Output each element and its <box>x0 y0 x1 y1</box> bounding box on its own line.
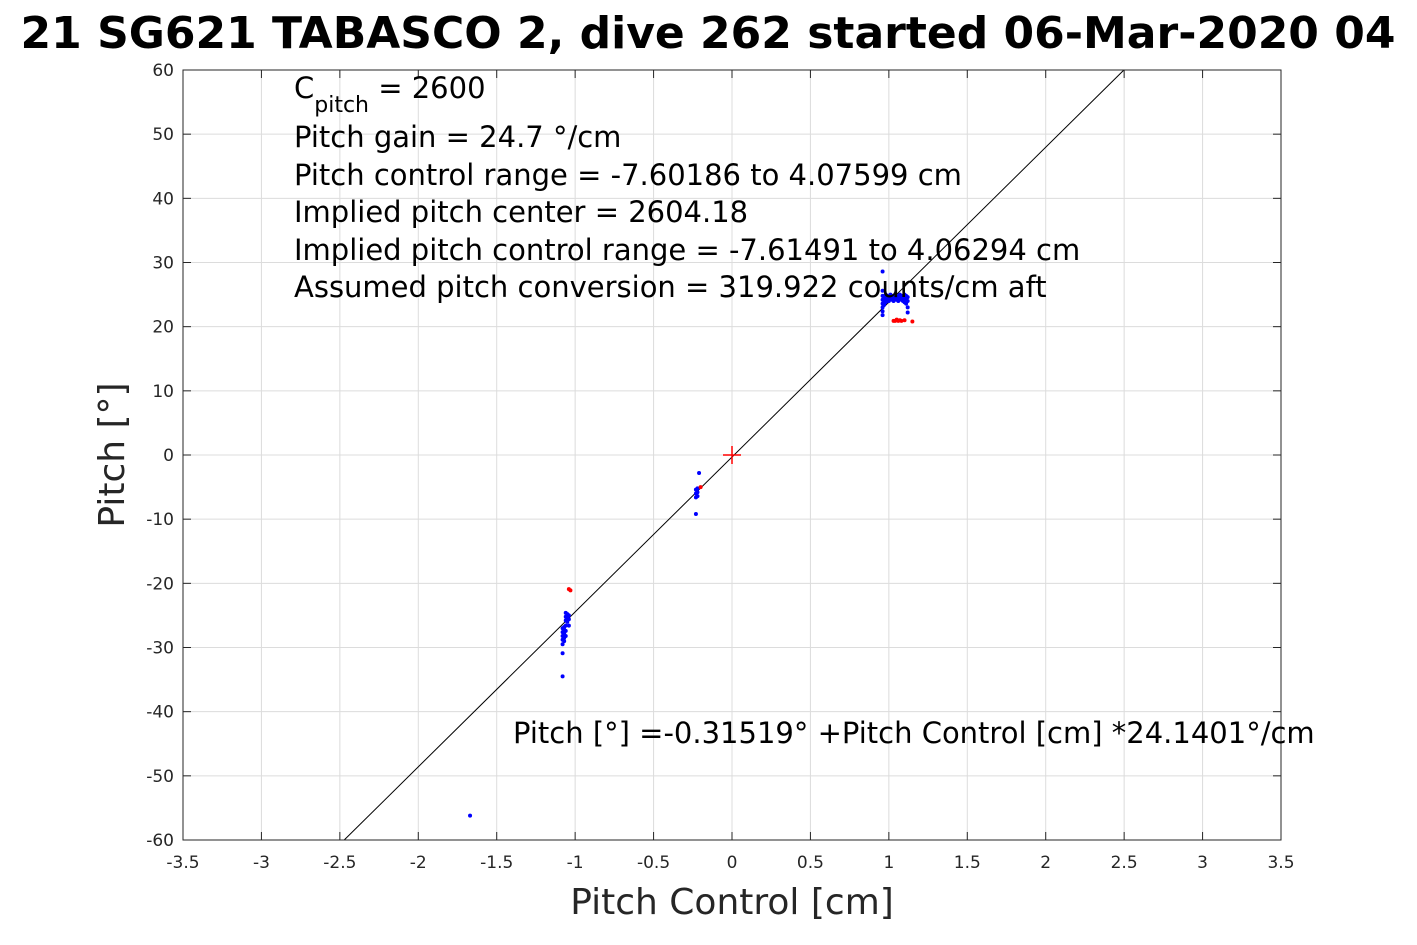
x-tick-label: 0 <box>727 853 738 873</box>
x-tick-label: -3.5 <box>166 853 199 873</box>
blue-data-point <box>566 617 571 622</box>
blue-data-point <box>560 674 565 679</box>
red-data-point <box>899 318 904 323</box>
x-tick-label: -2.5 <box>323 853 356 873</box>
blue-data-point <box>695 490 700 495</box>
x-tick-label: 2 <box>1040 853 1051 873</box>
pitch-gain-annotation: Pitch gain = 24.7 °/cm <box>294 120 621 154</box>
x-tick-label: -1 <box>567 853 584 873</box>
blue-data-point <box>905 305 910 310</box>
fit-equation-annotation: Pitch [°] =-0.31519° +Pitch Control [cm]… <box>513 716 1315 750</box>
blue-data-point <box>880 313 885 318</box>
y-tick-label: -30 <box>146 639 174 659</box>
x-axis-label: Pitch Control [cm] <box>570 882 894 923</box>
blue-data-point <box>697 470 702 475</box>
cpitch-value: = 2600 <box>369 71 486 105</box>
blue-data-point <box>563 628 568 633</box>
blue-data-point <box>905 295 910 300</box>
y-tick-label: -10 <box>146 510 174 530</box>
cpitch-base: C <box>294 71 314 105</box>
blue-data-point <box>560 642 565 647</box>
red-data-point <box>910 319 915 324</box>
assumed-conversion-annotation: Assumed pitch conversion = 319.922 count… <box>294 270 1047 304</box>
blue-data-point <box>880 309 885 314</box>
red-data-point <box>698 485 703 490</box>
cpitch-subscript: pitch <box>314 93 369 118</box>
y-tick-label: -40 <box>146 703 174 723</box>
blue-data-point <box>880 288 885 293</box>
y-tick-label: -20 <box>146 574 174 594</box>
x-tick-label: 3 <box>1197 853 1208 873</box>
blue-data-point <box>880 269 885 274</box>
blue-data-point <box>693 512 698 517</box>
cpitch-annotation: Cpitch = 2600 <box>294 71 486 118</box>
implied-range-annotation: Implied pitch control range = -7.61491 t… <box>294 233 1080 267</box>
y-tick-label: -50 <box>146 767 174 787</box>
blue-data-point <box>468 813 473 818</box>
blue-data-point <box>905 299 910 303</box>
x-tick-label: -1.5 <box>480 853 513 873</box>
implied-center-annotation: Implied pitch center = 2604.18 <box>294 195 748 229</box>
y-axis-ticks: -60 -50 -40 -30 -20 -10 0 10 20 30 40 50 60 <box>146 61 1281 851</box>
blue-data-point <box>566 613 571 618</box>
pitch-control-range-annotation: Pitch control range = -7.60186 to 4.0759… <box>294 158 962 192</box>
y-tick-label: 0 <box>163 446 174 466</box>
red-data-point <box>902 318 907 323</box>
blue-data-point <box>695 486 700 491</box>
blue-data-point <box>566 623 571 628</box>
y-tick-label: 10 <box>152 382 174 402</box>
y-tick-label: 20 <box>152 318 174 338</box>
y-tick-label: 40 <box>152 189 174 209</box>
y-tick-label: -60 <box>146 831 174 851</box>
x-tick-label: 0.5 <box>797 853 824 873</box>
blue-data-point <box>562 639 567 644</box>
grid-lines <box>182 69 1282 841</box>
x-tick-label: -0.5 <box>637 853 670 873</box>
data-points-layer <box>468 269 915 818</box>
x-tick-label: 3.5 <box>1267 853 1294 873</box>
red-data-point <box>568 588 573 593</box>
x-tick-label: 2.5 <box>1111 853 1138 873</box>
x-tick-label: -3 <box>253 853 270 873</box>
y-tick-label: 50 <box>152 125 174 145</box>
blue-data-point <box>905 310 910 315</box>
y-axis-label: Pitch [°] <box>92 382 133 527</box>
chart-title: 21 SG621 TABASCO 2, dive 262 started 06-… <box>21 8 1396 59</box>
center-cross-marker <box>723 446 741 464</box>
y-tick-label: 60 <box>152 61 174 81</box>
x-tick-label: -2 <box>410 853 427 873</box>
info-annotations: Cpitch = 2600 Pitch gain = 24.7 °/cm Pit… <box>294 71 1315 750</box>
blue-data-point <box>563 623 568 628</box>
blue-data-point <box>563 633 568 638</box>
blue-data-point <box>560 651 565 656</box>
x-tick-label: 1.5 <box>954 853 981 873</box>
x-tick-label: 1 <box>883 853 894 873</box>
x-axis-ticks: -3.5 -3 -2.5 -2 -1.5 -1 -0.5 0 0.5 1 1.5 2 2.5 3 3.5 <box>166 70 1295 873</box>
y-tick-label: 30 <box>152 254 174 274</box>
blue-data-point <box>695 494 700 499</box>
center-marker-layer <box>723 446 741 464</box>
